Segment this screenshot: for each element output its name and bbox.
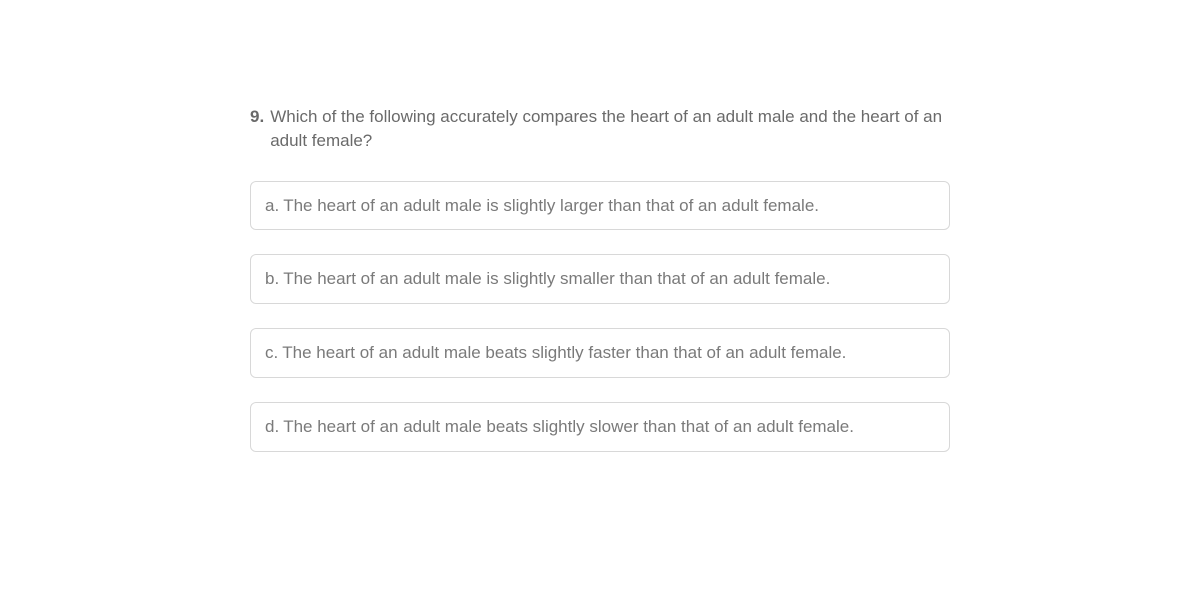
answer-option-b[interactable]: b. The heart of an adult male is slightl… — [250, 254, 950, 304]
answer-text: The heart of an adult male is slightly l… — [283, 194, 819, 218]
answer-letter: b. — [265, 267, 279, 291]
answer-option-a[interactable]: a. The heart of an adult male is slightl… — [250, 181, 950, 231]
answer-letter: d. — [265, 415, 279, 439]
answer-text: The heart of an adult male is slightly s… — [283, 267, 830, 291]
quiz-container: 9. Which of the following accurately com… — [250, 105, 950, 597]
answer-option-c[interactable]: c. The heart of an adult male beats slig… — [250, 328, 950, 378]
answer-text: The heart of an adult male beats slightl… — [283, 415, 854, 439]
answer-letter: a. — [265, 194, 279, 218]
question-text: Which of the following accurately compar… — [270, 105, 950, 153]
question-block: 9. Which of the following accurately com… — [250, 105, 950, 153]
answer-letter: c. — [265, 341, 278, 365]
question-number: 9. — [250, 105, 264, 153]
answer-option-d[interactable]: d. The heart of an adult male beats slig… — [250, 402, 950, 452]
answer-text: The heart of an adult male beats slightl… — [282, 341, 846, 365]
